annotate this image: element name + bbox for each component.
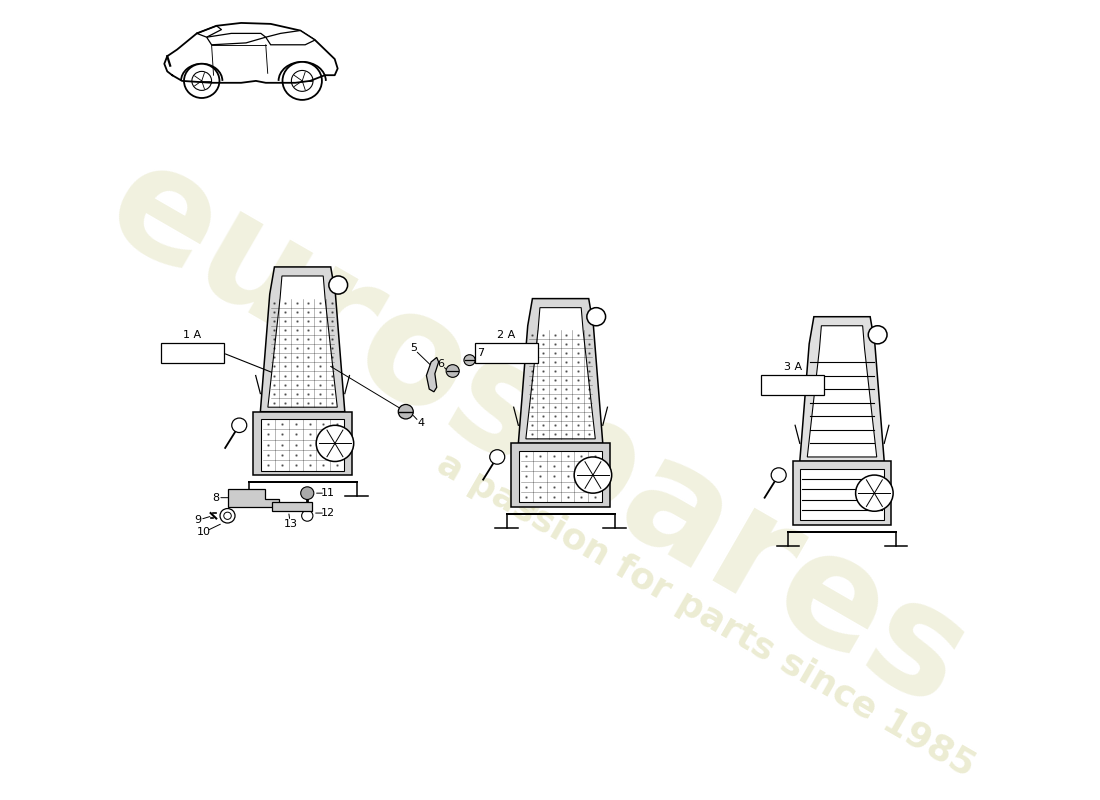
Polygon shape xyxy=(519,450,603,502)
Polygon shape xyxy=(207,34,266,45)
Text: 12: 12 xyxy=(321,508,336,518)
Text: 9: 9 xyxy=(194,515,201,526)
Polygon shape xyxy=(512,443,609,506)
Text: eurospares: eurospares xyxy=(81,128,992,740)
Text: 10: 10 xyxy=(197,527,211,537)
Text: a passion for parts since 1985: a passion for parts since 1985 xyxy=(431,447,981,784)
Polygon shape xyxy=(807,326,877,457)
Polygon shape xyxy=(272,502,312,511)
Polygon shape xyxy=(526,308,595,439)
Polygon shape xyxy=(268,276,338,407)
Polygon shape xyxy=(800,317,884,462)
Circle shape xyxy=(398,405,414,419)
Polygon shape xyxy=(801,469,883,520)
Circle shape xyxy=(586,308,606,326)
Text: 4 - 10: 4 - 10 xyxy=(492,348,521,358)
Polygon shape xyxy=(261,267,344,412)
Circle shape xyxy=(301,510,312,522)
Text: 1 A: 1 A xyxy=(184,330,201,340)
FancyBboxPatch shape xyxy=(161,343,223,363)
Polygon shape xyxy=(518,298,603,443)
FancyBboxPatch shape xyxy=(475,343,538,363)
Circle shape xyxy=(464,354,475,366)
Circle shape xyxy=(184,64,220,98)
Circle shape xyxy=(771,468,786,482)
Text: 11: 11 xyxy=(321,488,334,498)
Polygon shape xyxy=(427,358,439,392)
Circle shape xyxy=(232,418,246,433)
Text: 7: 7 xyxy=(477,348,484,358)
Text: 6: 6 xyxy=(437,358,444,369)
Polygon shape xyxy=(261,419,344,470)
Polygon shape xyxy=(793,462,891,525)
Polygon shape xyxy=(266,30,315,45)
Text: 4 - 10: 4 - 10 xyxy=(177,348,207,358)
Circle shape xyxy=(490,450,505,464)
Text: 8: 8 xyxy=(212,493,219,502)
Circle shape xyxy=(574,457,612,493)
Text: 3 A: 3 A xyxy=(783,362,802,372)
Circle shape xyxy=(300,487,313,499)
Polygon shape xyxy=(253,412,352,475)
Circle shape xyxy=(283,62,322,100)
Text: 4: 4 xyxy=(417,418,425,429)
Circle shape xyxy=(856,475,893,511)
Circle shape xyxy=(220,509,235,523)
Circle shape xyxy=(447,365,459,378)
FancyBboxPatch shape xyxy=(761,374,824,394)
Text: 13: 13 xyxy=(284,519,297,529)
Text: 2 A: 2 A xyxy=(497,330,516,340)
Circle shape xyxy=(868,326,887,344)
Polygon shape xyxy=(228,489,279,506)
Circle shape xyxy=(316,426,354,462)
Text: 5: 5 xyxy=(410,343,417,354)
Circle shape xyxy=(329,276,348,294)
Text: 4 - 10: 4 - 10 xyxy=(778,379,807,390)
